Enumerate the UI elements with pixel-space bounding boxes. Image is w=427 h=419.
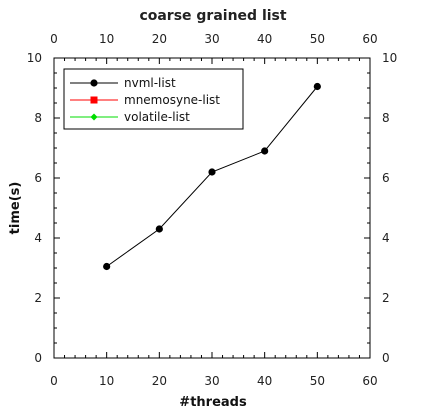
x-tick-label-top: 50 xyxy=(310,32,325,46)
legend-marker-volatile-list xyxy=(90,113,98,121)
data-point-nvml-list xyxy=(313,82,321,91)
axis-ticks xyxy=(53,57,371,359)
x-tick-label-bottom: 10 xyxy=(99,374,114,388)
data-point-nvml-list xyxy=(155,225,163,233)
y-tick-label-right: 2 xyxy=(382,291,390,305)
y-tick-label-right: 0 xyxy=(382,351,390,365)
legend-marker-mnemosyne-list xyxy=(90,96,98,104)
x-tick-label-bottom: 20 xyxy=(152,374,167,388)
x-tick-label-top: 40 xyxy=(257,32,272,46)
x-tick-label-top: 60 xyxy=(362,32,377,46)
y-tick-label-left: 10 xyxy=(27,51,42,65)
legend-label-nvml-list: nvml-list xyxy=(124,76,176,90)
y-tick-label-left: 8 xyxy=(34,111,42,125)
x-tick-label-bottom: 50 xyxy=(310,374,325,388)
legend: nvml-list mnemosyne-list volatile-list xyxy=(63,68,244,130)
x-tick-label-top: 30 xyxy=(204,32,219,46)
y-tick-label-left: 4 xyxy=(34,231,42,245)
y-tick-label-right: 6 xyxy=(382,171,390,185)
y-tick-label-right: 8 xyxy=(382,111,390,125)
x-tick-label-bottom: 0 xyxy=(50,374,58,388)
y-tick-label-right: 4 xyxy=(382,231,390,245)
data-point-nvml-list xyxy=(103,262,111,271)
y-tick-label-left: 0 xyxy=(34,351,42,365)
y-tick-label-left: 2 xyxy=(34,291,42,305)
legend-label-mnemosyne-list: mnemosyne-list xyxy=(124,93,220,107)
x-tick-label-top: 10 xyxy=(99,32,114,46)
data-point-nvml-list xyxy=(261,147,269,155)
x-tick-label-bottom: 40 xyxy=(257,374,272,388)
x-tick-label-top: 20 xyxy=(152,32,167,46)
x-tick-label-bottom: 60 xyxy=(362,374,377,388)
chart-title: coarse grained list xyxy=(139,8,286,24)
legend-label-volatile-list: volatile-list xyxy=(124,110,190,124)
x-tick-label-bottom: 30 xyxy=(204,374,219,388)
data-point-nvml-list xyxy=(208,168,216,176)
x-axis-label: #threads xyxy=(179,395,247,410)
y-tick-label-left: 6 xyxy=(34,171,42,185)
x-tick-label-top: 0 xyxy=(50,32,58,46)
legend-marker-nvml-list xyxy=(90,79,98,87)
y-tick-label-right: 10 xyxy=(382,51,397,65)
y-axis-label: time(s) xyxy=(8,182,23,235)
series-layer xyxy=(103,82,321,271)
